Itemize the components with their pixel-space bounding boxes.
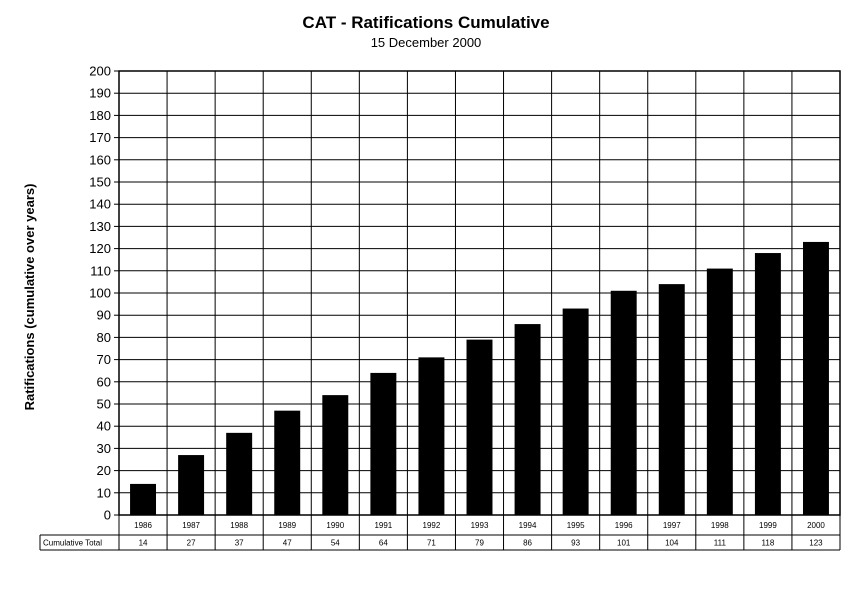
bar (562, 308, 589, 515)
table-value: 86 (523, 539, 532, 548)
x-tick-label: 1991 (374, 521, 392, 530)
y-tick-label: 10 (97, 485, 111, 500)
bar (322, 395, 349, 515)
y-tick-label: 170 (89, 130, 111, 145)
table-value: 71 (427, 539, 436, 548)
y-tick-label: 50 (97, 397, 111, 412)
table-value: 101 (617, 539, 631, 548)
x-tick-label: 1999 (759, 521, 777, 530)
chart-title: CAT - Ratifications Cumulative (302, 13, 549, 32)
y-tick-label: 150 (89, 175, 111, 190)
table-value: 93 (571, 539, 580, 548)
table-value: 27 (187, 539, 196, 548)
x-tick-label: 1996 (615, 521, 633, 530)
bar (466, 339, 493, 515)
x-tick-label: 1989 (278, 521, 296, 530)
x-tick-label: 1990 (326, 521, 344, 530)
x-tick-label: 1993 (471, 521, 489, 530)
y-tick-label: 30 (97, 441, 111, 456)
x-tick-label: 1995 (567, 521, 585, 530)
table-row-label: Cumulative Total (43, 539, 102, 548)
bar (418, 357, 445, 515)
bar (226, 432, 253, 515)
y-tick-label: 140 (89, 197, 111, 212)
y-tick-label: 110 (90, 263, 111, 278)
y-axis-label: Ratifications (cumulative over years) (22, 184, 37, 411)
y-tick-label: 70 (97, 352, 111, 367)
y-tick-label: 100 (89, 286, 111, 301)
x-tick-label: 1986 (134, 521, 152, 530)
table-value: 104 (665, 539, 679, 548)
bar (274, 410, 301, 515)
table-value: 123 (809, 539, 823, 548)
table-value: 14 (139, 539, 148, 548)
bar (178, 455, 205, 515)
table-value: 111 (714, 539, 727, 548)
table-value: 47 (283, 539, 292, 548)
bar (130, 483, 157, 515)
x-tick-label: 1994 (519, 521, 537, 530)
plot-area: 0 10 20 30 40 50 60 70 80 90 100 110 120 130 140 150 160… (89, 64, 841, 523)
y-tick-label: 20 (97, 463, 111, 478)
y-tick-label: 190 (89, 86, 111, 101)
bar (610, 290, 637, 515)
bar (802, 241, 829, 515)
x-tick-label: 1988 (230, 521, 248, 530)
y-tick-label: 90 (97, 308, 111, 323)
bar (370, 372, 397, 515)
x-tick-label: 1992 (423, 521, 441, 530)
y-tick-label: 130 (89, 219, 111, 234)
x-tick-label: 2000 (807, 521, 825, 530)
y-tick-label: 80 (97, 330, 111, 345)
y-tick-label: 160 (89, 152, 111, 167)
y-tick-label: 200 (89, 64, 111, 79)
y-tick-label: 120 (89, 241, 111, 256)
y-tick-label: 0 (104, 508, 111, 523)
bar (514, 324, 541, 515)
table-value: 79 (475, 539, 484, 548)
data-table: Cumulative Total 1986 14 1987 27 1988 37 1989 47… (39, 515, 841, 551)
y-tick-label: 60 (97, 374, 111, 389)
bar (706, 268, 733, 515)
table-value: 64 (379, 539, 388, 548)
x-tick-label: 1998 (711, 521, 729, 530)
table-value: 54 (331, 539, 340, 548)
y-tick-label: 40 (97, 419, 111, 434)
bar (658, 284, 685, 515)
bar (754, 253, 781, 516)
table-value: 37 (235, 539, 244, 548)
x-tick-label: 1997 (663, 521, 681, 530)
x-tick-label: 1987 (182, 521, 200, 530)
y-tick-label: 180 (89, 108, 111, 123)
chart-subtitle: 15 December 2000 (371, 35, 482, 50)
table-value: 118 (762, 539, 775, 548)
